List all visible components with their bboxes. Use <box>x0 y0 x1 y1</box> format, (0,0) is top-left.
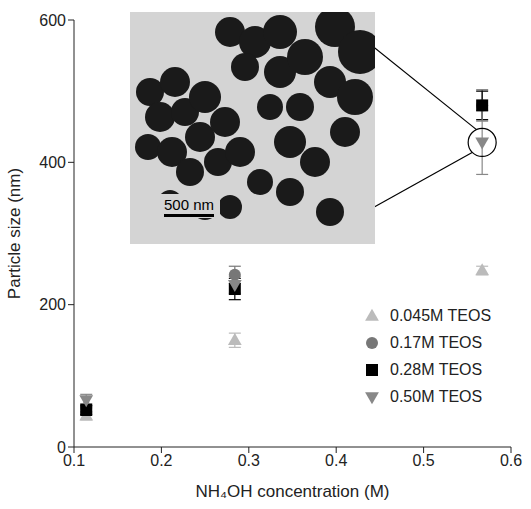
svg-text:0: 0 <box>57 439 66 456</box>
html-text:0.045M TEOS: 0.045M TEOS <box>390 307 492 324</box>
svg-text:0.6: 0.6 <box>500 452 522 469</box>
svg-text:0.4: 0.4 <box>325 452 347 469</box>
svg-text:0.1: 0.1 <box>63 452 85 469</box>
svg-text:400: 400 <box>39 154 66 171</box>
svg-text:500 nm: 500 nm <box>164 196 214 213</box>
svg-text:NH₄OH concentration (M): NH₄OH concentration (M) <box>196 482 390 501</box>
svg-text:600: 600 <box>39 12 66 29</box>
svg-text:0.5: 0.5 <box>412 452 434 469</box>
html-text:0.17M TEOS: 0.17M TEOS <box>390 334 483 351</box>
svg-text:0.2: 0.2 <box>150 452 172 469</box>
svg-text:0.3: 0.3 <box>238 452 260 469</box>
svg-text:200: 200 <box>39 296 66 313</box>
html-text:0.50M TEOS: 0.50M TEOS <box>390 388 483 405</box>
html-text:0.28M TEOS: 0.28M TEOS <box>390 361 483 378</box>
svg-text:Particle size (nm): Particle size (nm) <box>5 168 24 299</box>
